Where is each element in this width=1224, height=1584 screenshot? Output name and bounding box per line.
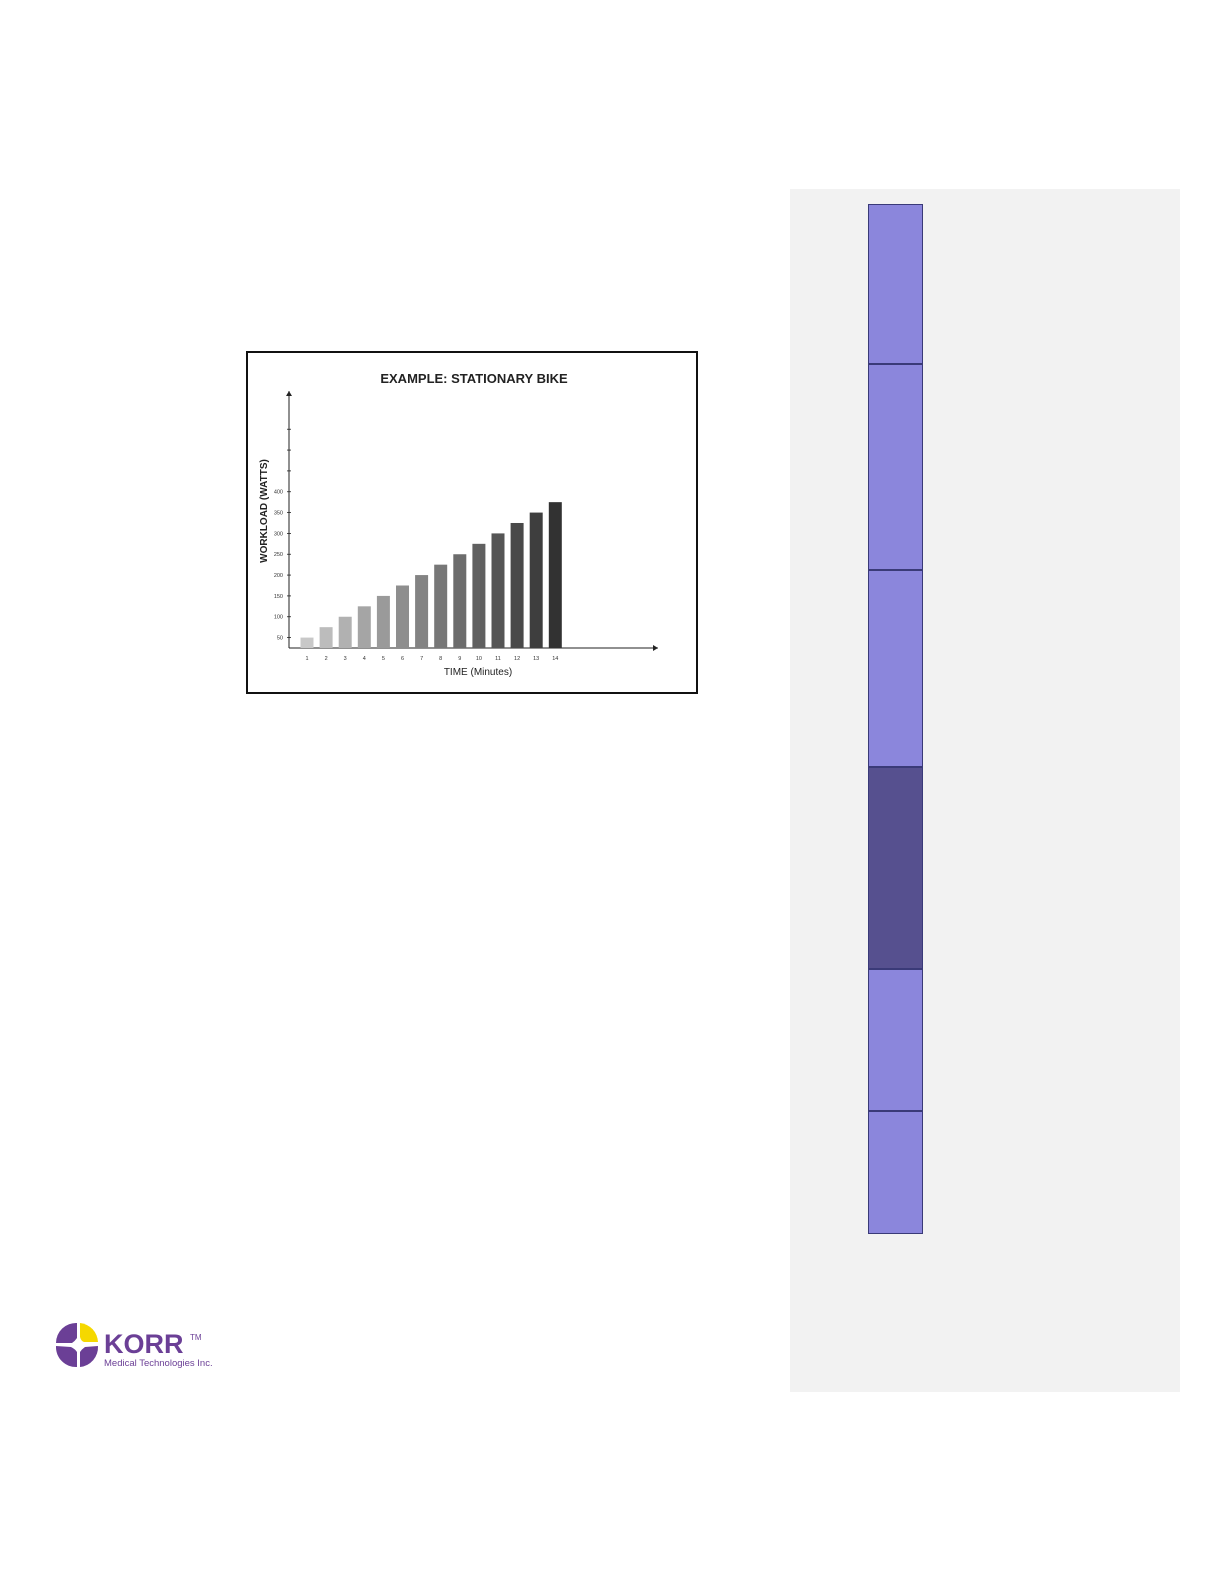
bar [376, 595, 390, 648]
bar [529, 512, 543, 648]
korr-logo: KORR TM Medical Technologies Inc. [54, 1320, 224, 1374]
x-tick-label: 7 [420, 656, 423, 662]
y-tick-label: 250 [274, 552, 283, 558]
y-tick-label: 150 [274, 594, 283, 600]
x-axis-arrow-icon [653, 645, 658, 651]
korr-logo-mark: KORR TM Medical Technologies Inc. [55, 1322, 213, 1369]
sidebar-tab-6[interactable] [869, 1112, 922, 1233]
x-tick-label: 13 [533, 656, 539, 662]
x-tick-label: 2 [325, 656, 328, 662]
x-tick-label: 6 [401, 656, 404, 662]
x-tick-label: 5 [382, 656, 385, 662]
sidebar-tab-4[interactable] [869, 768, 922, 968]
x-tick-label: 8 [439, 656, 442, 662]
y-tick-label: 100 [274, 615, 283, 621]
x-tick-label: 3 [344, 656, 347, 662]
x-tick-label: 9 [458, 656, 461, 662]
y-tick-label: 350 [274, 511, 283, 517]
bar [453, 554, 467, 648]
y-tick-label: 200 [274, 573, 283, 579]
bar [548, 502, 562, 648]
x-tick-label: 12 [514, 656, 520, 662]
bar [491, 533, 505, 648]
sidebar-tab-2[interactable] [869, 365, 922, 569]
y-tick-label: 50 [277, 636, 283, 642]
x-tick-label: 4 [363, 656, 366, 662]
logo-tagline: Medical Technologies Inc. [104, 1358, 213, 1369]
y-axis-arrow-icon [286, 391, 292, 396]
logo-quadrant-purple-bl [55, 1346, 77, 1368]
x-tick-label: 1 [305, 656, 308, 662]
sidebar-tab-3[interactable] [869, 571, 922, 766]
sidebar-tab-5[interactable] [869, 970, 922, 1110]
logo-name: KORR [104, 1329, 184, 1359]
logo-quadrant-purple-br [80, 1346, 99, 1367]
bar [338, 616, 352, 648]
bar [472, 543, 486, 648]
x-tick-label: 10 [476, 656, 482, 662]
bar [396, 585, 409, 648]
x-tick-label: 14 [552, 656, 558, 662]
bar [300, 637, 314, 648]
x-tick-label: 11 [495, 656, 501, 662]
tab-strip [868, 204, 923, 1234]
bar [510, 522, 524, 648]
chart-title: EXAMPLE: STATIONARY BIKE [380, 371, 568, 386]
logo-trademark: TM [190, 1333, 202, 1342]
bar [357, 606, 371, 648]
bar [415, 575, 429, 648]
sidebar-panel [790, 189, 1180, 1392]
bar-chart: EXAMPLE: STATIONARY BIKE TIME (Minutes) … [259, 371, 658, 678]
x-axis-label: TIME (Minutes) [444, 667, 512, 678]
chart-frame: EXAMPLE: STATIONARY BIKE TIME (Minutes) … [246, 351, 698, 694]
y-tick-label: 300 [274, 531, 283, 537]
sidebar-tab-1[interactable] [869, 205, 922, 363]
y-tick-label: 400 [274, 490, 283, 496]
logo-quadrant-purple-tl [55, 1322, 77, 1343]
y-axis-label: WORKLOAD (WATTS) [259, 459, 270, 563]
bar [434, 564, 448, 648]
bar [319, 627, 333, 648]
logo-quadrant-yellow-tr [80, 1323, 98, 1342]
